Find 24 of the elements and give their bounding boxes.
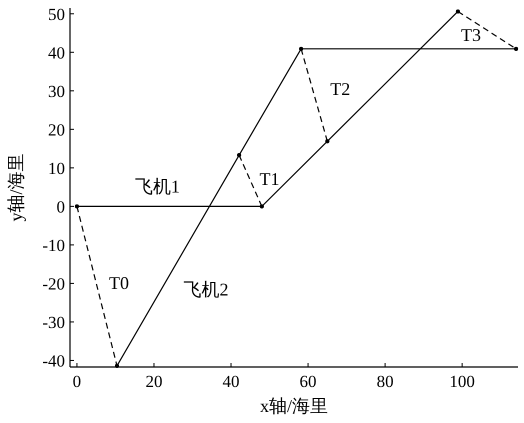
- y-tick-label: 0: [56, 197, 65, 216]
- x-tick-label: 20: [145, 372, 162, 391]
- series-label: T0: [108, 273, 129, 294]
- y-tick-label: 30: [48, 82, 65, 101]
- y-axis-title: y轴/海里: [6, 153, 26, 222]
- series-label: 飞机2: [184, 279, 229, 300]
- y-tick-label: -10: [42, 236, 65, 255]
- y-tick-label: -30: [42, 312, 65, 332]
- y-tick-label: 50: [48, 4, 65, 24]
- series-label: 飞机1: [134, 176, 180, 196]
- y-tick-label: 10: [48, 158, 65, 178]
- series-label: T1: [259, 168, 280, 189]
- y-tick-label: 40: [48, 43, 65, 62]
- y-tick-label: -20: [42, 274, 65, 294]
- x-tick-label: 40: [222, 372, 240, 391]
- x-axis-title: x轴/海里: [260, 396, 328, 416]
- x-tick-label: 80: [376, 372, 394, 391]
- x-tick-label: 100: [449, 372, 475, 391]
- y-tick-label: -40: [42, 351, 65, 370]
- x-tick-label: 0: [72, 372, 82, 391]
- x-tick-label: 60: [300, 372, 317, 391]
- y-tick-label: 20: [48, 120, 65, 140]
- series-label: T3: [460, 25, 481, 46]
- series-label: T2: [330, 79, 350, 100]
